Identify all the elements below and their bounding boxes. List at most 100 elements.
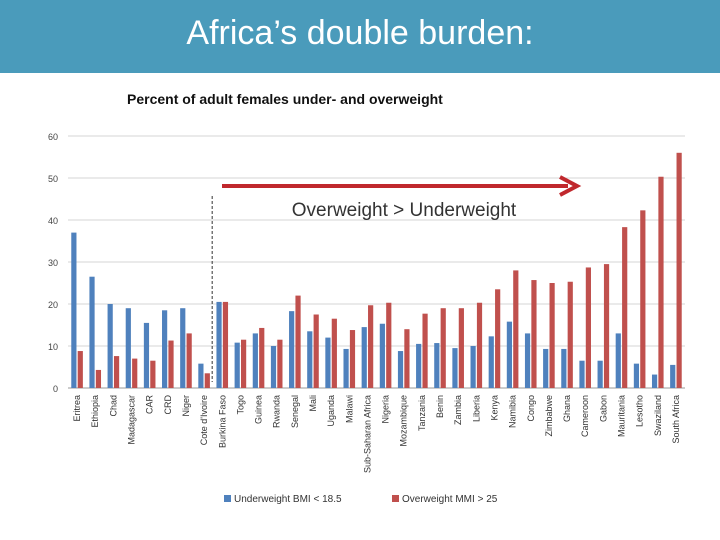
underweight-bar [488, 336, 494, 388]
underweight-bar [289, 311, 295, 388]
x-tick-label: Lesotho [635, 395, 645, 427]
overweight-bar [622, 227, 628, 388]
overweight-bar [204, 373, 210, 388]
overweight-bar [259, 327, 265, 388]
overweight-bar [240, 339, 247, 388]
arrow-head-icon [559, 175, 582, 197]
underweight-bar [379, 323, 385, 388]
x-tick-label: Sub-Saharan Africa [362, 395, 372, 473]
underweight-bar [543, 348, 549, 388]
underweight-bar [325, 337, 331, 388]
x-tick-label: South Africa [671, 395, 681, 444]
x-tick-label: Gabon [598, 395, 608, 422]
x-tick-label: Togo [235, 395, 245, 415]
x-tick-label: Niger [181, 395, 191, 417]
x-tick-label: Malawi [344, 395, 354, 423]
overweight-bar [603, 264, 610, 388]
x-tick-label: Guinea [254, 395, 264, 424]
overweight-bar [422, 313, 428, 388]
x-tick-label: Ghana [562, 395, 572, 422]
x-tick-label: Zimbabwe [544, 395, 554, 437]
overweight-bar [150, 360, 156, 388]
x-tick-label: Senegal [290, 395, 300, 428]
legend-swatch-underweight [224, 495, 231, 502]
overweight-bar [513, 270, 519, 388]
x-tick-label: Tanzania [417, 395, 427, 431]
underweight-bar [307, 331, 313, 388]
x-tick-label: Madagascar [127, 395, 137, 445]
overweight-bar [404, 329, 410, 388]
underweight-bar [198, 363, 204, 388]
x-tick-label: Nigeria [381, 395, 391, 424]
underweight-bar [361, 327, 367, 388]
x-tick-label: CRD [163, 395, 173, 415]
underweight-bar [651, 374, 658, 388]
overweight-bar [168, 340, 174, 388]
x-tick-label: Congo [526, 395, 536, 422]
overweight-bar [531, 280, 537, 388]
underweight-bar [561, 348, 567, 388]
x-tick-label: Mauritania [616, 395, 626, 437]
y-tick-label: 50 [48, 174, 58, 184]
overweight-bar [277, 339, 283, 388]
legend-label-overweight: Overweight MMI > 25 [402, 494, 498, 505]
underweight-bar [397, 351, 404, 388]
underweight-bar [597, 360, 603, 388]
underweight-bar [89, 276, 95, 388]
overweight-bar [567, 281, 573, 388]
x-tick-label: Eritrea [72, 395, 82, 422]
overweight-bar [458, 308, 464, 388]
underweight-bar [579, 360, 585, 388]
x-tick-label: Rwanda [272, 395, 282, 428]
x-tick-label: CAR [145, 395, 155, 415]
y-tick-label: 10 [48, 342, 58, 352]
overweight-bar [640, 210, 646, 388]
overweight-bar [349, 330, 356, 388]
overweight-bar [440, 308, 446, 388]
overweight-bar [549, 283, 555, 388]
y-tick-label: 60 [48, 132, 58, 142]
x-tick-label: Uganda [326, 395, 336, 427]
overweight-bar [95, 369, 102, 388]
x-tick-label: Liberia [471, 395, 481, 422]
underweight-bar [107, 304, 113, 388]
y-tick-label: 20 [48, 300, 58, 310]
overweight-bar [313, 314, 319, 388]
underweight-bar [452, 348, 458, 388]
overweight-bar [585, 267, 591, 388]
y-tick-label: 0 [53, 384, 58, 394]
underweight-bar [125, 308, 131, 388]
legend-swatch-overweight [392, 495, 399, 502]
underweight-bar [434, 343, 440, 388]
underweight-bar [470, 346, 476, 388]
underweight-bar [615, 333, 621, 388]
underweight-bar [270, 346, 277, 388]
slide-title: Africa’s double burden: [186, 14, 534, 52]
x-tick-label: Chad [108, 395, 118, 417]
x-tick-label: Namibia [508, 395, 518, 428]
underweight-bar [234, 342, 240, 388]
x-tick-label: Ethiopia [90, 395, 100, 428]
underweight-bar [506, 321, 513, 388]
overweight-bar [495, 289, 501, 388]
x-tick-label: Mozambique [399, 395, 409, 447]
underweight-bar [71, 232, 77, 388]
underweight-bar [343, 348, 349, 388]
overweight-bar [77, 351, 83, 388]
legend-label-underweight: Underweight BMI < 18.5 [234, 494, 342, 505]
underweight-bar [416, 343, 422, 388]
y-tick-label: 30 [48, 258, 58, 268]
chart-title: Percent of adult females under- and over… [127, 91, 443, 107]
underweight-bar [180, 308, 186, 388]
overweight-bar [368, 305, 374, 388]
x-tick-label: Burkina Faso [217, 395, 227, 448]
underweight-bar [143, 322, 150, 388]
overweight-bar [331, 318, 337, 388]
underweight-bar [524, 333, 531, 388]
x-tick-label: Benin [435, 395, 445, 418]
overweight-bar [295, 295, 301, 388]
overweight-bar [222, 301, 229, 388]
underweight-bar [252, 333, 258, 388]
x-tick-label: Zambia [453, 395, 463, 425]
overweight-bar [113, 356, 120, 388]
